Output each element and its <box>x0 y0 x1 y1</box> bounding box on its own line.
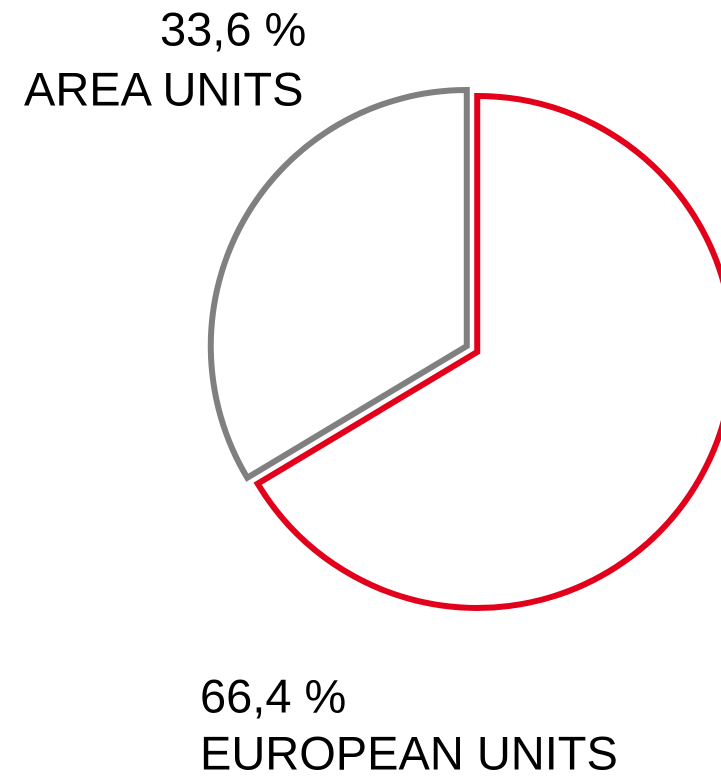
category-label: AREA UNITS <box>24 62 303 115</box>
value-label: 33,6 % <box>160 2 306 55</box>
pie-slice <box>207 87 470 482</box>
value-label: 66,4 % <box>200 669 346 722</box>
pie-slice <box>253 92 721 611</box>
category-label: EUROPEAN UNITS <box>200 726 618 779</box>
